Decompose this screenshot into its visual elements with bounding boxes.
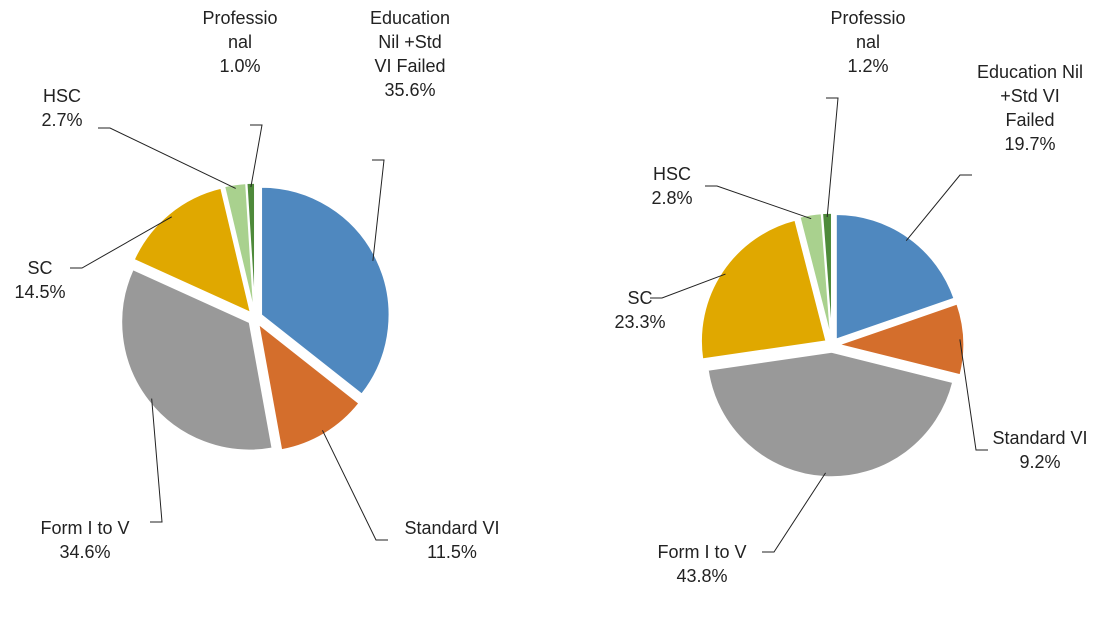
category-label: Form I to V: [40, 518, 130, 538]
category-label: HSC: [42, 86, 81, 106]
slice-label: HSC 2.7%: [27, 84, 97, 132]
category-label: Standard VI: [404, 518, 500, 538]
value-label: 34.6%: [59, 542, 111, 562]
pie-slice: [260, 186, 391, 396]
value-label: 14.5%: [14, 282, 66, 302]
pie-slice: [133, 187, 252, 314]
value-label: 2.7%: [41, 110, 83, 130]
pie-slice: [798, 212, 832, 339]
category-label: Form I to V: [657, 542, 747, 562]
pie-slice: [223, 182, 255, 312]
pie-slice: [836, 302, 965, 376]
category-label: Professional: [830, 8, 906, 52]
value-label: 1.2%: [847, 56, 889, 76]
leader-line: [959, 339, 988, 451]
slice-label: Professional 1.0%: [202, 6, 278, 78]
value-label: 2.8%: [651, 188, 693, 208]
leader-line: [905, 174, 972, 242]
value-label: 43.8%: [676, 566, 728, 586]
leader-line: [705, 185, 812, 220]
leader-line: [322, 430, 388, 541]
pie-slice: [700, 219, 828, 360]
leader-line: [70, 216, 172, 269]
pie-slice: [245, 182, 256, 312]
category-label: SC: [627, 288, 653, 308]
slice-label: HSC 2.8%: [637, 162, 707, 210]
slice-label: Education Nil +Std VI Failed 19.7%: [975, 60, 1085, 156]
leader-line: [762, 472, 826, 553]
pie-slice: [821, 212, 833, 339]
slice-label: Standard VI 11.5%: [397, 516, 507, 564]
leader-line: [150, 398, 163, 523]
leader-line: [98, 127, 236, 189]
category-label: SC: [27, 258, 53, 278]
category-label: Education Nil +Std VI Failed: [976, 62, 1084, 130]
leader-line: [250, 124, 263, 188]
category-label: Professional: [202, 8, 278, 52]
value-label: 9.2%: [1019, 452, 1061, 472]
value-label: 35.6%: [384, 80, 436, 100]
leader-line: [826, 97, 839, 218]
slice-label: Professional 1.2%: [830, 6, 906, 78]
category-label: Standard VI: [992, 428, 1088, 448]
leader-line: [372, 159, 385, 261]
pie-slice: [120, 268, 274, 451]
pie-slice: [707, 351, 954, 478]
slice-label: SC 14.5%: [5, 256, 75, 304]
value-label: 23.3%: [614, 312, 666, 332]
slice-label: SC 23.3%: [605, 286, 675, 334]
category-label: HSC: [652, 164, 691, 184]
slice-label: Form I to V 34.6%: [35, 516, 135, 564]
slice-label: Education Nil +Std VI Failed 35.6%: [369, 6, 451, 102]
leader-line: [650, 273, 726, 299]
value-label: 1.0%: [219, 56, 261, 76]
category-label: Education Nil +Std VI Failed: [369, 8, 451, 76]
slice-label: Form I to V 43.8%: [647, 540, 757, 588]
value-label: 19.7%: [1004, 134, 1056, 154]
value-label: 11.5%: [427, 542, 477, 562]
slice-label: Standard VI 9.2%: [985, 426, 1095, 474]
